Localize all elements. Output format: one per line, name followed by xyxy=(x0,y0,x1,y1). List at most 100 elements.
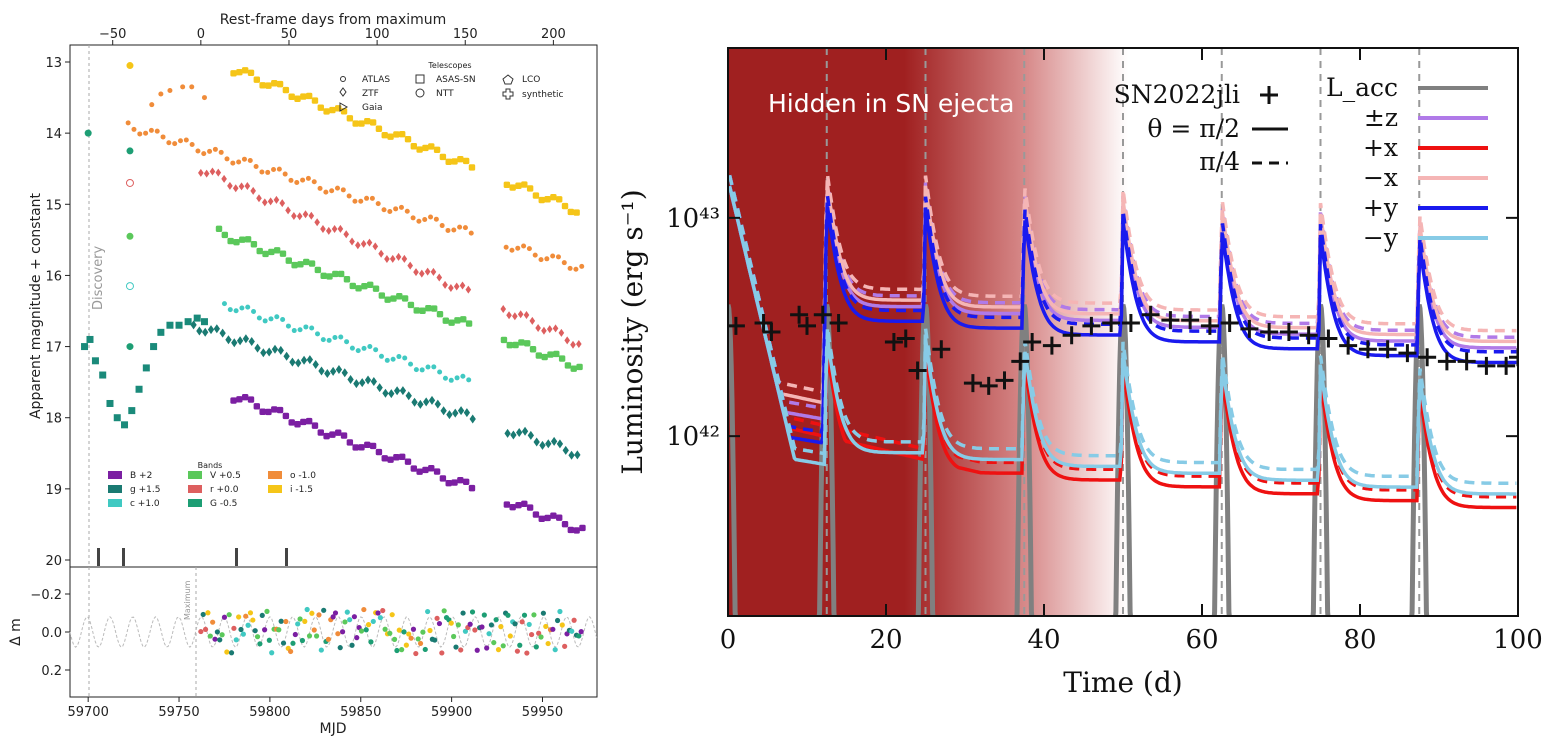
lc-point xyxy=(433,216,439,222)
resid-point xyxy=(321,607,327,613)
bands-legend: Bands B +2 g +1.5 c +1.0 V +0.5 r +0.0 G -0.5… xyxy=(108,461,316,509)
synthetic-marker xyxy=(502,88,514,100)
lc-point xyxy=(300,177,306,183)
lc-point xyxy=(239,305,245,311)
right-luminosity-panel: Hidden in SN ejecta SN2022jli θ = π/2 π/… xyxy=(608,0,1545,750)
lc-point xyxy=(556,439,564,449)
lc-point xyxy=(369,195,375,201)
lc-point xyxy=(373,347,379,353)
lc-point xyxy=(344,339,350,345)
lc-point xyxy=(346,193,352,199)
lc-point xyxy=(250,186,256,195)
resid-point xyxy=(538,634,544,640)
band-swatch xyxy=(268,485,282,493)
resid-point xyxy=(484,645,490,651)
lc-point xyxy=(314,218,320,227)
resid-point xyxy=(415,636,421,642)
lc-point xyxy=(325,226,332,235)
resid-point xyxy=(399,646,405,653)
lc-point xyxy=(329,188,335,194)
lc-point xyxy=(442,280,448,289)
lc-point xyxy=(463,408,471,418)
lc-point xyxy=(259,408,266,415)
observed-point xyxy=(1240,319,1259,338)
lc-point xyxy=(402,355,408,361)
x-tick-label: 20 xyxy=(869,625,902,655)
resid-point xyxy=(498,624,504,630)
resid-point xyxy=(380,607,386,614)
lc-point xyxy=(137,131,143,137)
lc-point xyxy=(259,169,265,175)
lc-point xyxy=(349,345,355,351)
lc-point xyxy=(574,450,581,460)
lc-point xyxy=(126,343,134,351)
lc-point xyxy=(291,328,297,334)
lc-point xyxy=(567,526,575,534)
lc-point xyxy=(193,314,201,322)
lc-point xyxy=(125,120,131,126)
resid-point xyxy=(342,619,348,625)
lc-point xyxy=(343,230,350,239)
resid-point xyxy=(562,643,568,649)
lc-point xyxy=(355,241,361,250)
lc-point xyxy=(303,258,310,266)
lc-point xyxy=(271,167,277,173)
lc-point xyxy=(353,379,360,389)
lc-point xyxy=(338,334,344,340)
lc-point xyxy=(451,479,458,486)
lc-point xyxy=(231,338,238,348)
lc-point xyxy=(91,357,99,365)
lc-point xyxy=(160,134,166,140)
residual-y-axis-title: Δ m xyxy=(8,618,24,646)
lc-point xyxy=(131,126,137,132)
lc-point xyxy=(294,180,300,186)
lc-point xyxy=(99,371,107,379)
x-axis-title: Time (d) xyxy=(1063,666,1182,699)
lc-point xyxy=(349,237,355,246)
legend-label: L_acc xyxy=(1326,73,1398,102)
lc-point xyxy=(323,432,330,440)
lc-point xyxy=(532,252,538,258)
lc-point xyxy=(506,311,512,320)
lc-point xyxy=(335,365,343,375)
ntt-marker xyxy=(415,88,425,98)
x-tick-label: 59900 xyxy=(431,705,472,720)
observed-point xyxy=(1299,326,1318,345)
lc-point xyxy=(352,444,359,451)
lc-point xyxy=(401,254,408,263)
lc-point xyxy=(332,335,338,341)
telescope-lco: LCO xyxy=(522,75,540,85)
lc-point xyxy=(326,337,332,343)
resid-point xyxy=(214,629,220,635)
lc-point xyxy=(359,378,366,388)
resid-point xyxy=(460,610,466,616)
resid-point xyxy=(344,609,350,615)
lc-point xyxy=(189,142,195,148)
lc-point xyxy=(387,208,393,214)
resid-point xyxy=(358,628,365,634)
lc-point xyxy=(280,317,286,323)
observed-point xyxy=(1260,323,1279,341)
y-tick-label: 17 xyxy=(45,341,62,356)
lc-point xyxy=(343,276,351,283)
resid-point xyxy=(200,611,206,618)
lc-point xyxy=(311,97,319,104)
lc-point xyxy=(273,247,281,254)
lc-point xyxy=(442,375,448,381)
lc-point xyxy=(253,76,261,83)
lc-point xyxy=(521,426,529,436)
lc-point xyxy=(254,343,261,353)
resid-point xyxy=(212,636,218,642)
lc-point xyxy=(526,246,532,252)
lc-point xyxy=(271,80,278,87)
resid-point xyxy=(536,630,542,636)
lc-point xyxy=(448,377,454,383)
lc-point xyxy=(166,321,174,329)
epoch-markers xyxy=(97,548,288,566)
lc-point xyxy=(236,69,243,76)
ztf-marker xyxy=(339,87,347,97)
lc-point xyxy=(233,308,239,314)
resid-point xyxy=(311,627,317,633)
resid-point xyxy=(377,615,383,621)
resid-point xyxy=(205,610,211,616)
